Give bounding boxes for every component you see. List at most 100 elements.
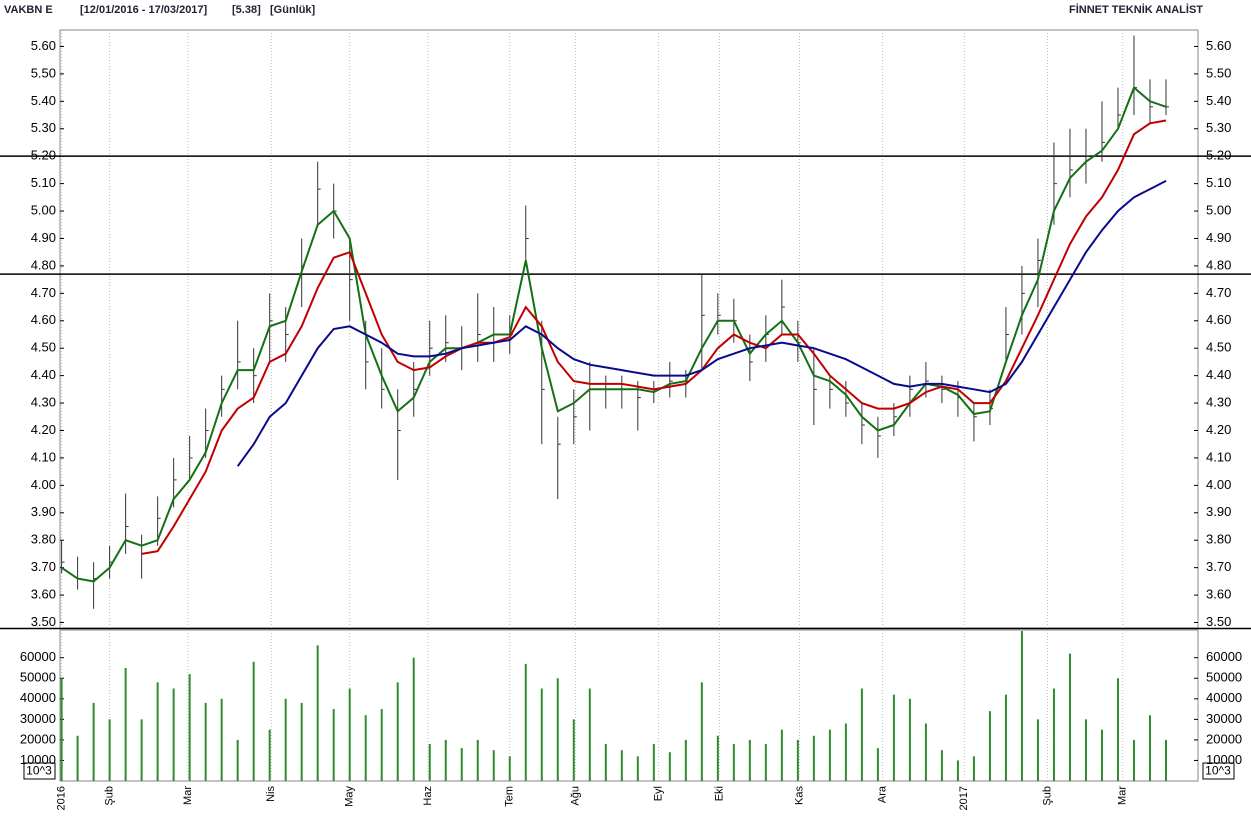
y-tick-label: 3.70 bbox=[31, 559, 56, 574]
y-tick-label: 4.20 bbox=[31, 422, 56, 437]
volume-bar bbox=[972, 756, 975, 781]
y-tick-label: 3.80 bbox=[31, 532, 56, 547]
volume-bar bbox=[652, 744, 655, 781]
x-tick-label: Eki bbox=[713, 786, 725, 801]
y-tick-label: 5.00 bbox=[1206, 202, 1231, 217]
y-tick-label: 3.90 bbox=[31, 504, 56, 519]
y-tick-label: 5.50 bbox=[1206, 65, 1231, 80]
volume-bar bbox=[524, 663, 527, 781]
symbol: VAKBN E bbox=[4, 4, 53, 16]
volume-bar bbox=[204, 702, 207, 781]
volume-bar bbox=[844, 723, 847, 781]
y-tick-label: 4.00 bbox=[1206, 477, 1231, 492]
unit-box bbox=[23, 762, 56, 780]
y-tick-label: 4.90 bbox=[1206, 230, 1231, 245]
volume-bar bbox=[828, 729, 831, 781]
volume-bar bbox=[908, 698, 911, 781]
x-tick-label: Şub bbox=[104, 786, 116, 806]
x-tick-label: Tem bbox=[504, 786, 516, 807]
volume-bar bbox=[492, 750, 495, 781]
y-tick-label: 4.60 bbox=[1206, 312, 1231, 327]
y-tick-label: 10000 bbox=[20, 752, 56, 767]
volume-bar bbox=[924, 723, 927, 781]
y-tick-label: 4.00 bbox=[31, 477, 56, 492]
volume-bar bbox=[60, 678, 63, 781]
volume-bar bbox=[380, 709, 383, 781]
y-tick-label: 5.20 bbox=[31, 148, 56, 163]
volume-bar bbox=[1036, 719, 1039, 781]
volume-bar bbox=[460, 748, 463, 781]
x-tick-label: Nis bbox=[265, 786, 277, 802]
y-tick-label: 3.70 bbox=[1206, 559, 1231, 574]
y-tick-label: 4.50 bbox=[31, 340, 56, 355]
y-tick-label: 30000 bbox=[1206, 711, 1242, 726]
volume-bar bbox=[572, 719, 575, 781]
volume-bar bbox=[796, 739, 799, 781]
volume-bar bbox=[668, 752, 671, 781]
volume-bar bbox=[300, 702, 303, 781]
y-tick-label: 4.40 bbox=[31, 367, 56, 382]
volume-bar bbox=[268, 729, 271, 781]
volume-bar bbox=[732, 744, 735, 781]
y-tick-label: 4.10 bbox=[1206, 449, 1231, 464]
y-tick-label: 3.60 bbox=[1206, 587, 1231, 602]
y-tick-label: 3.80 bbox=[1206, 532, 1231, 547]
y-tick-label: 10000 bbox=[1206, 752, 1242, 767]
y-tick-label: 5.10 bbox=[31, 175, 56, 190]
volume-bar bbox=[156, 682, 159, 781]
volume-bar bbox=[1116, 678, 1119, 781]
y-tick-label: 4.50 bbox=[1206, 340, 1231, 355]
volume-bar bbox=[988, 711, 991, 781]
y-tick-label: 3.50 bbox=[31, 614, 56, 629]
volume-bar bbox=[108, 719, 111, 781]
x-tick-label: May bbox=[344, 786, 356, 807]
y-tick-label: 4.60 bbox=[31, 312, 56, 327]
volume-bar bbox=[700, 682, 703, 781]
volume-bar bbox=[428, 744, 431, 781]
y-tick-label: 5.00 bbox=[31, 202, 56, 217]
volume-bar bbox=[748, 739, 751, 781]
x-tick-label: Ara bbox=[877, 785, 889, 803]
y-tick-label: 5.20 bbox=[1206, 148, 1231, 163]
unit-box bbox=[1202, 762, 1235, 780]
volume-bar bbox=[252, 661, 255, 781]
y-tick-label: 4.70 bbox=[1206, 285, 1231, 300]
volume-bar bbox=[1004, 694, 1007, 781]
y-tick-label: 4.90 bbox=[31, 230, 56, 245]
volume-bar bbox=[1068, 653, 1071, 781]
y-tick-label: 5.50 bbox=[31, 65, 56, 80]
y-tick-label: 60000 bbox=[20, 649, 56, 664]
y-tick-label: 3.50 bbox=[1206, 614, 1231, 629]
y-tick-label: 4.30 bbox=[1206, 395, 1231, 410]
y-tick-label: 5.40 bbox=[31, 93, 56, 108]
volume-bar bbox=[812, 735, 815, 781]
moving-average bbox=[236, 180, 1167, 467]
volume-bar bbox=[1084, 719, 1087, 781]
y-tick-label: 3.60 bbox=[31, 587, 56, 602]
moving-average bbox=[61, 85, 1167, 583]
volume-bar bbox=[396, 682, 399, 781]
volume-bar bbox=[188, 674, 191, 781]
volume-bar bbox=[1132, 739, 1135, 781]
volume-bar bbox=[764, 744, 767, 781]
x-tick-label: 2017 bbox=[958, 786, 970, 810]
volume-bar bbox=[76, 735, 79, 781]
volume-bar bbox=[780, 729, 783, 781]
volume-bar bbox=[716, 735, 719, 781]
x-tick-label: Eyl bbox=[653, 786, 665, 801]
x-tick-label: 2016 bbox=[56, 786, 68, 810]
x-tick-label: Kas bbox=[793, 786, 805, 805]
x-tick-label: Şub bbox=[1041, 786, 1053, 806]
y-tick-label: 50000 bbox=[1206, 670, 1242, 685]
volume-bar bbox=[876, 748, 879, 781]
volume-bar bbox=[860, 688, 863, 781]
y-tick-label: 20000 bbox=[1206, 731, 1242, 746]
unit-label: 10^3 bbox=[1205, 764, 1231, 778]
x-tick-label: Ağu bbox=[569, 786, 581, 806]
y-tick-label: 5.60 bbox=[31, 38, 56, 53]
y-tick-label: 40000 bbox=[1206, 690, 1242, 705]
volume-bar bbox=[476, 739, 479, 781]
y-tick-label: 4.20 bbox=[1206, 422, 1231, 437]
